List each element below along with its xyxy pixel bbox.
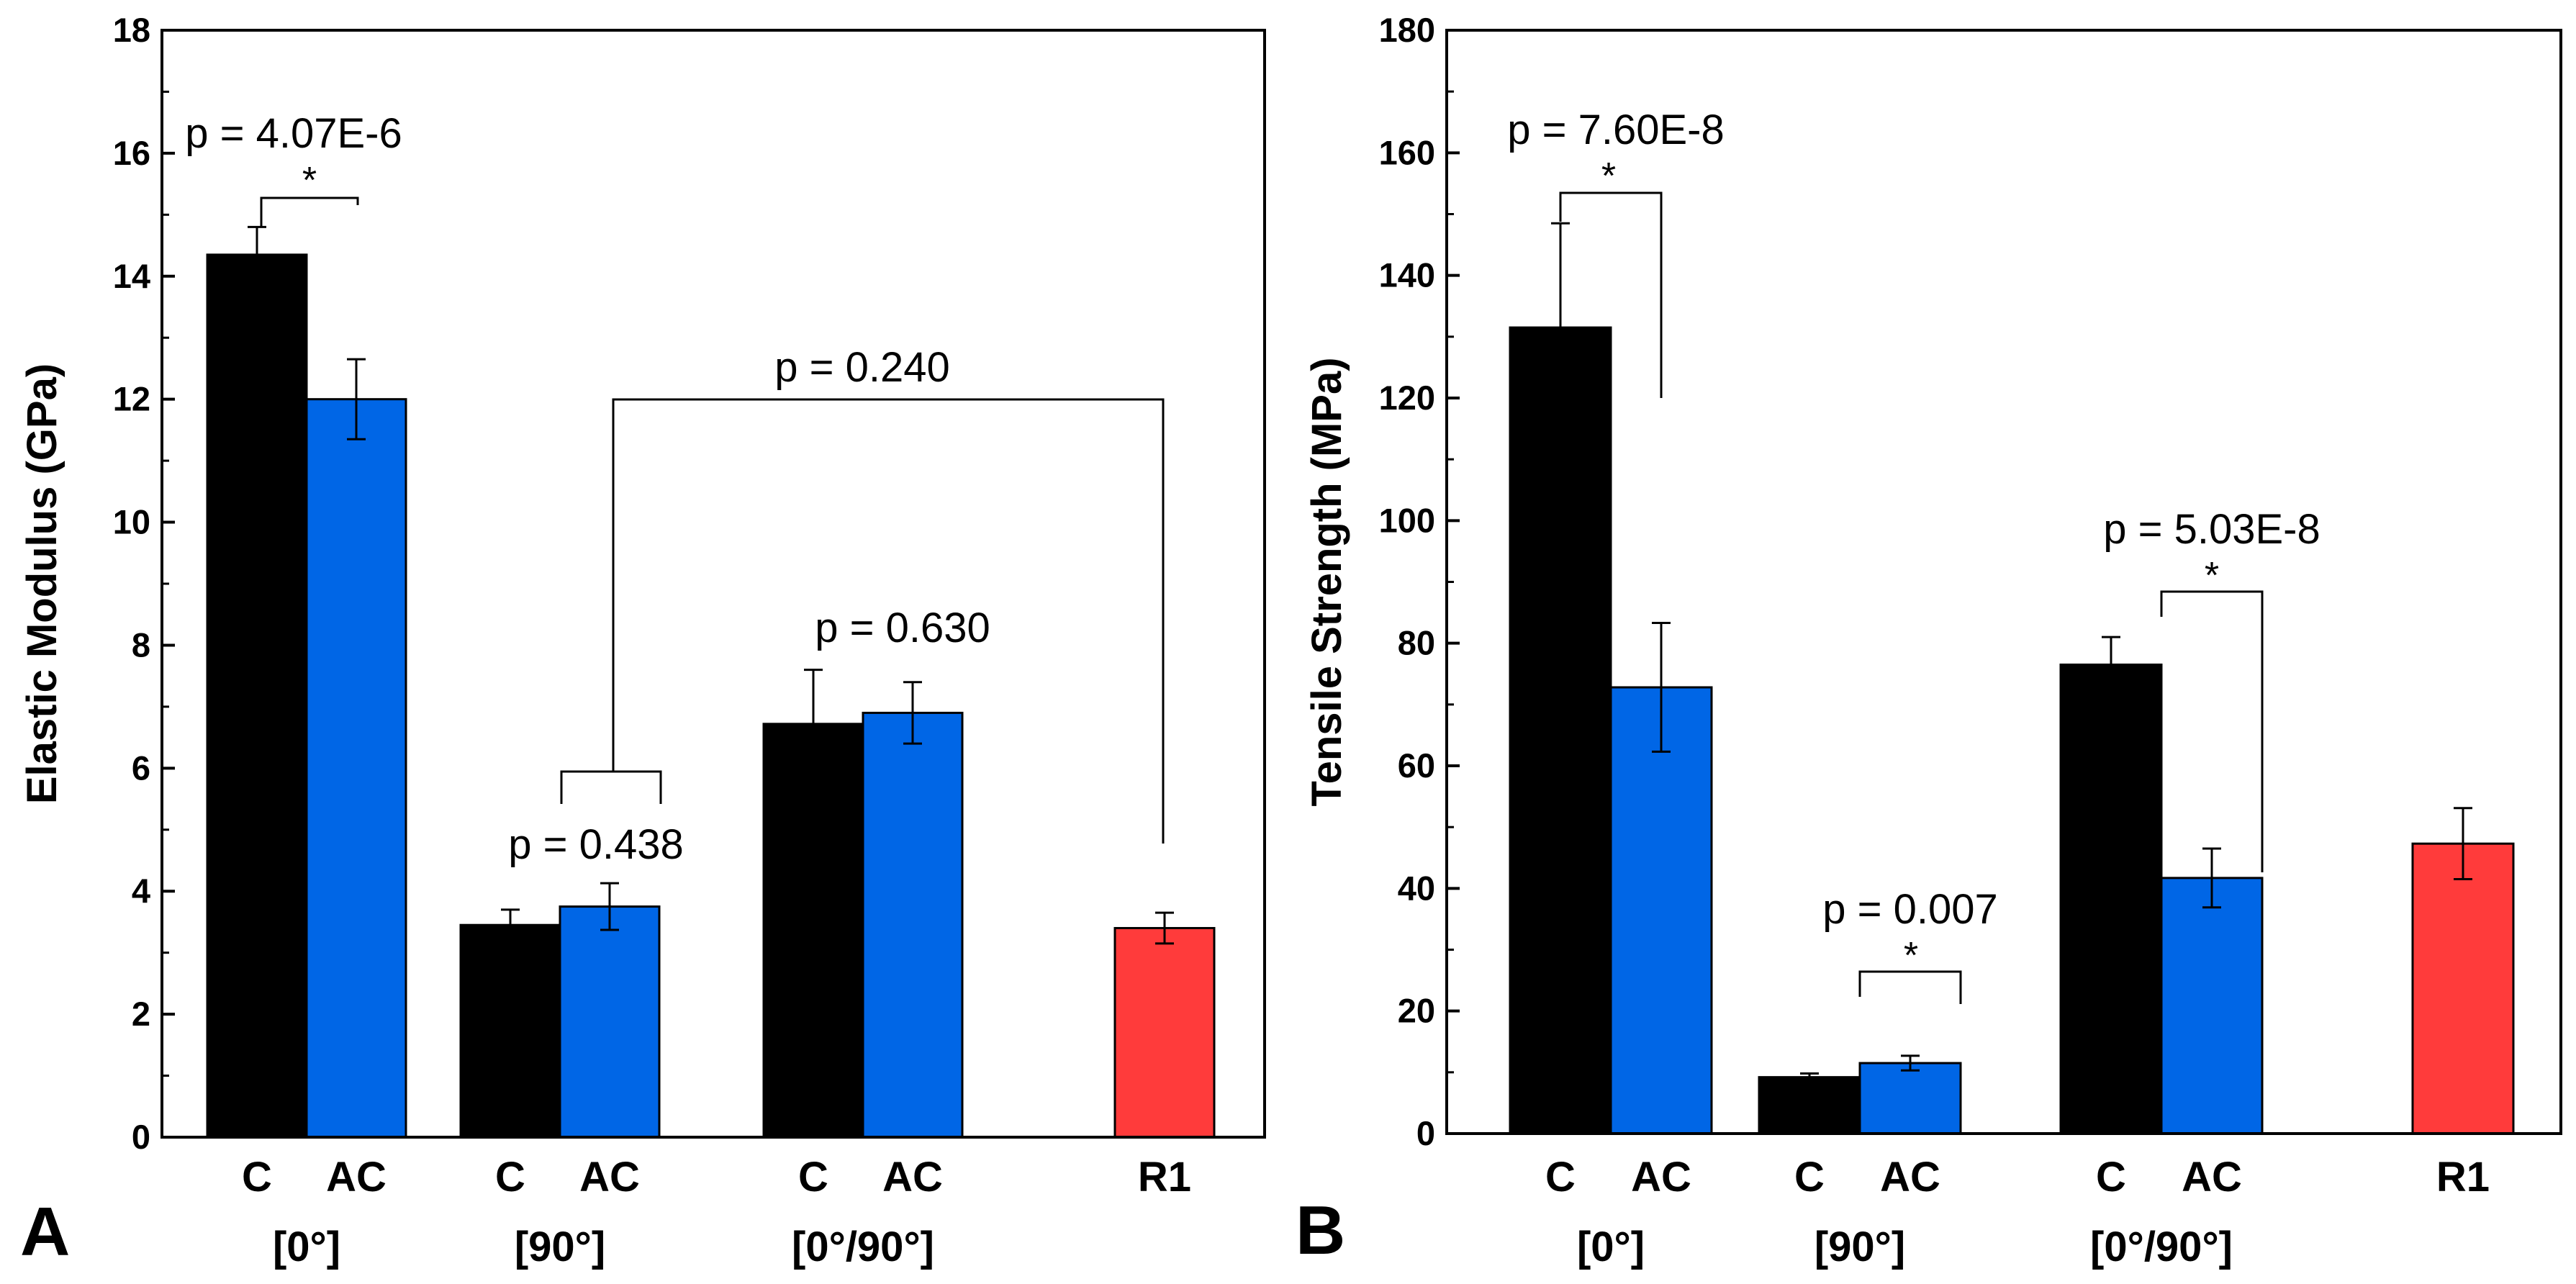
p-value-label: p = 7.60E-8 — [1507, 107, 1725, 153]
y-axis-title: Elastic Modulus (GPa) — [19, 363, 65, 804]
y-tick-label: 100 — [1379, 501, 1435, 539]
p-value-label: p = 5.03E-8 — [2103, 506, 2320, 553]
category-label: C — [1794, 1154, 1825, 1201]
bar-ac-2 — [862, 711, 964, 1139]
category-label: C — [1545, 1154, 1576, 1201]
significance-bracket — [1858, 970, 1962, 1004]
significance-bracket-lower — [560, 770, 662, 804]
group-label: [0°/90°] — [2090, 1224, 2233, 1270]
category-label: C — [495, 1154, 525, 1201]
bar-r1-3 — [2411, 842, 2515, 1135]
bar-ac-2 — [2160, 877, 2264, 1135]
category-label: AC — [1631, 1154, 1691, 1201]
category-label: AC — [882, 1154, 943, 1201]
p-value-label: p = 0.630 — [815, 605, 990, 651]
y-tick-label: 80 — [1398, 624, 1435, 662]
significance-star: * — [1601, 155, 1616, 197]
category-label: C — [798, 1154, 828, 1201]
y-tick-label: 120 — [1379, 379, 1435, 417]
group-label: [90°] — [1815, 1224, 1905, 1270]
significance-bracket-upper — [612, 398, 1165, 844]
y-tick-label: 16 — [113, 134, 150, 172]
y-tick-label: 4 — [132, 872, 150, 910]
panel-b: 0 20 40 60 80 100 120 140 160 180 Tensile Strength… — [1296, 11, 2562, 1270]
bar-c-0 — [206, 253, 308, 1139]
group-label: [0°] — [1577, 1224, 1645, 1270]
p-value-label: p = 0.007 — [1822, 886, 1998, 933]
bar-c-2 — [2059, 663, 2163, 1135]
panel-letter: B — [1296, 1192, 1345, 1269]
y-tick-label: 0 — [1416, 1114, 1435, 1152]
y-tick-label: 10 — [113, 503, 150, 541]
category-label: AC — [579, 1154, 640, 1201]
significance-bracket — [1559, 191, 1663, 398]
panel-letter: A — [20, 1193, 70, 1270]
category-label: C — [242, 1154, 272, 1201]
y-tick-label: 20 — [1398, 992, 1435, 1030]
y-tick-label: 8 — [132, 625, 150, 664]
group-label: [90°] — [515, 1224, 605, 1270]
y-tick-label: 60 — [1398, 746, 1435, 785]
y-tick-label: 180 — [1379, 11, 1435, 49]
bar-c-1 — [459, 923, 561, 1139]
significance-star: * — [302, 160, 317, 202]
p-value-label: p = 4.07E-6 — [185, 110, 402, 157]
y-tick-label: 2 — [132, 995, 150, 1033]
category-label: AC — [2182, 1154, 2242, 1201]
significance-bracket — [260, 196, 359, 227]
bar-r1-3 — [1113, 926, 1216, 1139]
significance-bracket — [2160, 590, 2264, 872]
bar-c-0 — [1509, 326, 1612, 1135]
bar-ac-0 — [305, 398, 407, 1139]
y-tick-label: 0 — [132, 1118, 150, 1156]
p-value-label: p = 0.438 — [508, 821, 684, 868]
category-label: C — [2096, 1154, 2126, 1201]
y-tick-label: 160 — [1379, 133, 1435, 171]
significance-star: * — [1904, 935, 1918, 977]
y-tick-label: 14 — [113, 257, 150, 295]
y-tick-label: 12 — [113, 380, 150, 418]
y-tick-label: 6 — [132, 749, 150, 787]
bar-ac-1 — [1858, 1062, 1962, 1135]
bar-ac-1 — [559, 905, 661, 1139]
y-tick-label: 40 — [1398, 869, 1435, 907]
y-axis-title: Tensile Strength (MPa) — [1303, 357, 1350, 806]
bar-c-2 — [762, 723, 864, 1139]
category-label: AC — [326, 1154, 387, 1201]
category-label: R1 — [1138, 1154, 1191, 1201]
category-label: R1 — [2436, 1154, 2490, 1201]
significance-star: * — [2205, 555, 2219, 597]
group-label: [0°/90°] — [792, 1224, 934, 1270]
y-tick-label: 140 — [1379, 256, 1435, 294]
bar-c-1 — [1758, 1076, 1861, 1135]
p-value-label: p = 0.240 — [774, 344, 950, 391]
group-label: [0°] — [273, 1224, 340, 1270]
y-tick-label: 18 — [113, 11, 150, 49]
category-label: AC — [1880, 1154, 1940, 1201]
bar-ac-0 — [1609, 686, 1713, 1135]
